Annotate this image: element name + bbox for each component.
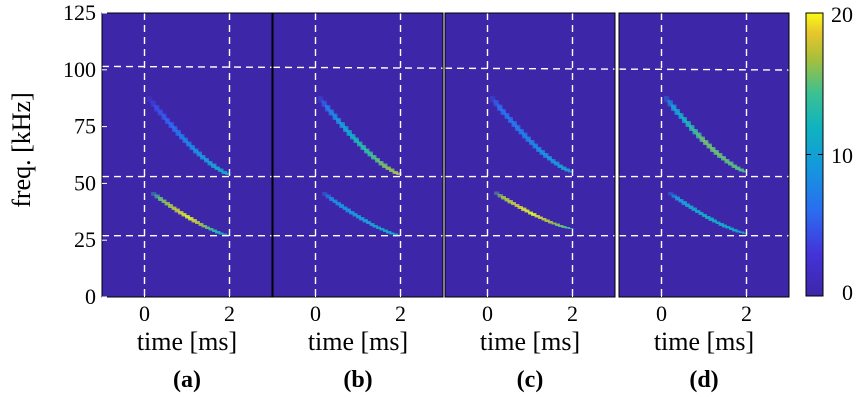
x-tick-label: 2 xyxy=(224,301,235,326)
panel-frame xyxy=(618,12,790,298)
panel-label: (d) xyxy=(689,367,718,393)
panel-background xyxy=(619,13,789,297)
y-tick-label: 50 xyxy=(74,170,96,195)
guide-freq-101 xyxy=(273,66,443,69)
chirp-trace-2 xyxy=(142,91,236,181)
x-tick-label: 0 xyxy=(310,301,321,326)
chirp-trace-2 xyxy=(659,90,753,179)
y-tick-label: 75 xyxy=(74,114,96,139)
panel-label: (b) xyxy=(343,367,372,393)
chirp-trace-2 xyxy=(485,90,579,179)
chirp-trace-2 xyxy=(313,91,407,181)
panel-background xyxy=(445,13,615,297)
x-tick-label: 0 xyxy=(482,301,493,326)
panel-d xyxy=(618,12,790,298)
y-axis-label: freq. [kHz] xyxy=(7,92,36,208)
colorbar-tick-0: 0 xyxy=(842,280,853,305)
guide-freq-101 xyxy=(445,67,615,70)
x-tick-label: 2 xyxy=(395,301,406,326)
y-tick-label: 0 xyxy=(85,284,96,309)
x-tick-label: 0 xyxy=(139,301,150,326)
guide-freq-101 xyxy=(102,65,272,69)
chirp-trace-1 xyxy=(489,186,579,235)
x-axis-label: time [ms] xyxy=(480,327,580,356)
chirp-trace-1 xyxy=(663,186,753,240)
panel-b xyxy=(272,12,444,298)
y-tick-label: 125 xyxy=(63,0,96,25)
x-tick-label: 2 xyxy=(567,301,578,326)
panel-background xyxy=(102,13,272,297)
panel-frame xyxy=(444,12,616,298)
panel-c xyxy=(444,12,616,298)
y-tick-label: 100 xyxy=(63,57,96,82)
guide-freq-101 xyxy=(619,68,789,71)
y-tick-label: 25 xyxy=(74,227,96,252)
panel-label: (a) xyxy=(173,367,201,393)
x-axis-label: time [ms] xyxy=(137,327,237,356)
colorbar-tick-20: 20 xyxy=(831,2,853,27)
panel-background xyxy=(273,13,443,297)
x-tick-label: 0 xyxy=(656,301,667,326)
x-tick-label: 2 xyxy=(741,301,752,326)
panel-a xyxy=(101,12,273,298)
panel-frame xyxy=(101,12,273,298)
x-axis-label: time [ms] xyxy=(308,327,408,356)
panel-label: (c) xyxy=(517,367,544,393)
colorbar-tick-10: 10 xyxy=(831,143,853,168)
colorbar: 20 10 0 xyxy=(805,2,853,305)
panel-frame xyxy=(272,12,444,298)
x-axis-label: time [ms] xyxy=(654,327,754,356)
